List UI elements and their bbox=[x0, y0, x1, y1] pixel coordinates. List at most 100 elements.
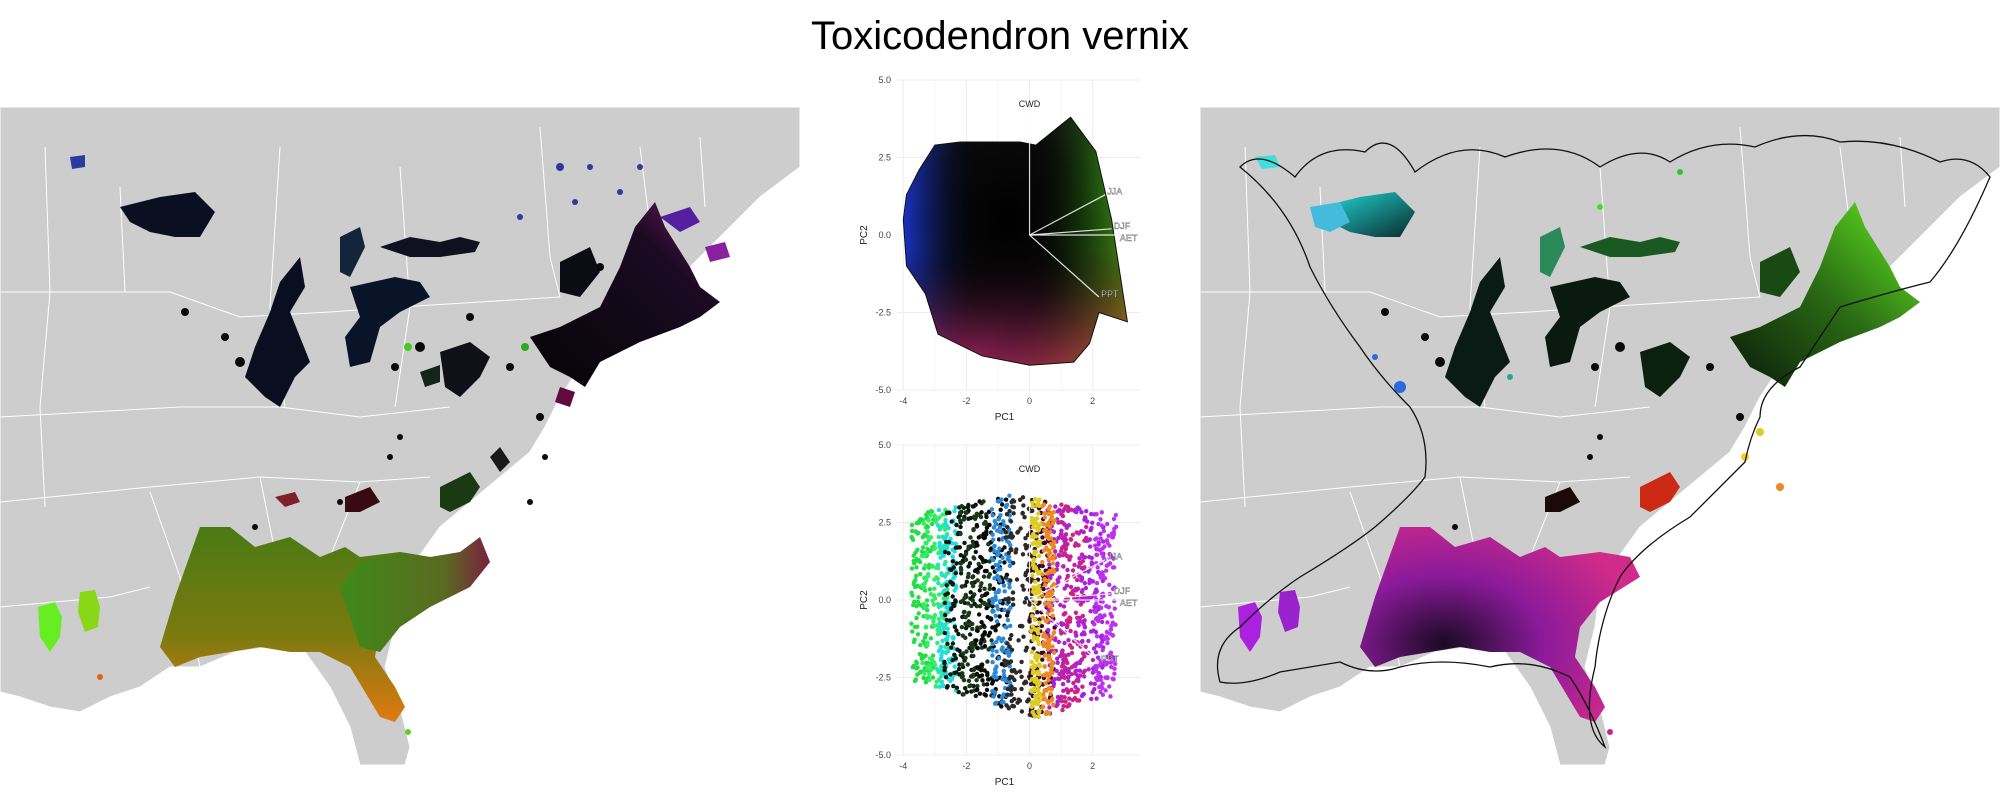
pca-point bbox=[1068, 616, 1073, 621]
pca-point bbox=[986, 509, 992, 514]
pca-point bbox=[1030, 613, 1035, 619]
pca-point bbox=[952, 588, 957, 593]
pca-point bbox=[984, 525, 990, 530]
pca-point bbox=[935, 640, 940, 646]
pca-point bbox=[1055, 694, 1061, 700]
pca-point bbox=[1009, 668, 1014, 673]
pca-point bbox=[1050, 696, 1055, 702]
pca-point bbox=[1049, 608, 1055, 613]
pca-point bbox=[1001, 519, 1006, 524]
pca-point bbox=[944, 583, 949, 588]
pca-point bbox=[937, 620, 942, 625]
pca-point bbox=[1032, 712, 1037, 718]
pca-point bbox=[1019, 674, 1024, 679]
pca-point bbox=[942, 659, 947, 665]
pca-y-tick-label: 5.0 bbox=[878, 75, 891, 85]
pca-point bbox=[977, 691, 983, 696]
pca-point bbox=[1076, 678, 1081, 684]
pca-point bbox=[982, 644, 988, 649]
pca-point bbox=[909, 621, 914, 626]
pca-loading-arrow bbox=[1029, 234, 1100, 298]
pca-y-tick-label: 0.0 bbox=[878, 595, 891, 605]
pca-point bbox=[949, 606, 954, 611]
pca-point bbox=[1001, 673, 1007, 678]
pca-point bbox=[1020, 583, 1025, 588]
pca-point bbox=[1019, 686, 1024, 692]
pca-point bbox=[1090, 690, 1095, 695]
pca-point bbox=[1049, 666, 1055, 671]
pca-point bbox=[952, 574, 957, 579]
pca-point bbox=[1046, 520, 1051, 526]
pca-point bbox=[1005, 692, 1010, 697]
pca-point bbox=[920, 534, 925, 540]
pca-point bbox=[1012, 696, 1017, 702]
pca-point bbox=[1046, 627, 1051, 633]
pca-point bbox=[1029, 664, 1035, 670]
pca-point bbox=[1042, 578, 1047, 583]
pca-point bbox=[924, 598, 930, 603]
pca-point bbox=[960, 662, 965, 667]
pca-point bbox=[942, 668, 947, 673]
pca-point bbox=[956, 514, 961, 520]
pca-point bbox=[943, 675, 949, 680]
pca-point bbox=[1112, 658, 1117, 663]
pca-point bbox=[950, 559, 955, 564]
pca-point bbox=[1006, 554, 1012, 559]
pca-point bbox=[968, 590, 973, 595]
pca-point bbox=[1037, 617, 1042, 622]
pca-point bbox=[1039, 623, 1044, 629]
pca-point bbox=[941, 553, 946, 558]
pca-point bbox=[931, 619, 936, 624]
pca-point bbox=[1104, 568, 1109, 573]
pca-point bbox=[966, 678, 972, 683]
pca-point bbox=[1080, 613, 1085, 619]
pca-point bbox=[1003, 535, 1009, 540]
pca-x-tick-label: 2 bbox=[1090, 396, 1095, 406]
pca-point bbox=[1000, 555, 1005, 560]
pca-point bbox=[952, 652, 957, 657]
pca-point bbox=[942, 549, 948, 555]
pca-point bbox=[1029, 515, 1034, 521]
pca-point bbox=[1001, 668, 1006, 674]
pca-point bbox=[1063, 504, 1069, 509]
pca-point bbox=[1060, 649, 1065, 654]
pca-x-axis-label: PC1 bbox=[995, 412, 1015, 423]
pca-point bbox=[971, 672, 976, 677]
pca-point bbox=[932, 586, 937, 591]
pca-point bbox=[974, 604, 979, 609]
pca-point bbox=[928, 592, 934, 597]
pca-point bbox=[981, 574, 987, 579]
pca-top-panel: CWD JJA DJF AET PPT -4 -2 0 2 5.0 2.5 0.0 -2.5 -5.0 P… bbox=[855, 70, 1150, 435]
pca-point bbox=[1043, 618, 1048, 624]
pca-point bbox=[1066, 678, 1071, 684]
pca-point bbox=[1051, 650, 1057, 655]
pca-point bbox=[974, 540, 979, 545]
pca-loading-label: CWD bbox=[1019, 99, 1041, 109]
pca-point bbox=[928, 512, 933, 518]
pca-point bbox=[1077, 660, 1082, 666]
pca-point bbox=[1000, 648, 1005, 653]
pca-loading-arrow bbox=[1029, 559, 1106, 601]
pca-point bbox=[1069, 687, 1074, 693]
pca-point bbox=[978, 554, 983, 560]
pca-point bbox=[1053, 504, 1058, 509]
pca-point bbox=[911, 581, 916, 587]
pca-point bbox=[1046, 700, 1051, 705]
pca-point bbox=[910, 629, 915, 634]
pca-point bbox=[982, 521, 987, 526]
pca-x-tick-label: 2 bbox=[1090, 761, 1095, 771]
pca-point bbox=[922, 671, 927, 676]
pca-point bbox=[1082, 674, 1087, 679]
pca-point bbox=[925, 524, 930, 530]
pca-point bbox=[1011, 560, 1016, 566]
pca-point bbox=[1007, 493, 1012, 498]
pca-point bbox=[941, 596, 946, 601]
pca-point bbox=[1107, 684, 1112, 689]
pca-point bbox=[997, 546, 1002, 551]
pca-point bbox=[1047, 562, 1052, 567]
pca-point bbox=[1110, 676, 1115, 681]
pca-point bbox=[1086, 638, 1091, 644]
pca-point bbox=[1091, 646, 1097, 651]
pca-bottom: CWD JJA DJF AET PPT -4 -2 0 2 5.0 2.5 0.0 -2.5 -5.0 P… bbox=[859, 440, 1140, 788]
pca-point bbox=[1035, 701, 1040, 707]
